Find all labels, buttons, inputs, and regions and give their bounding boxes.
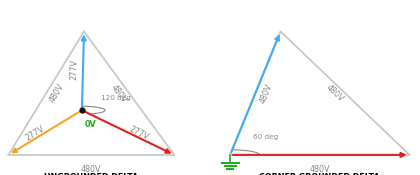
Text: 480V: 480V — [47, 82, 66, 104]
Text: 480V: 480V — [109, 82, 129, 104]
Text: CORNER GROUNDED DELTA: CORNER GROUNDED DELTA — [260, 173, 380, 175]
Text: 480V: 480V — [324, 83, 345, 104]
Text: 480V: 480V — [81, 164, 102, 173]
Text: UNGROUNDED DELTA: UNGROUNDED DELTA — [44, 173, 139, 175]
Text: 480V: 480V — [310, 164, 330, 173]
Text: 277V: 277V — [127, 124, 150, 142]
Text: 0V: 0V — [85, 120, 97, 129]
Text: 60 deg: 60 deg — [253, 134, 278, 140]
Text: 277V: 277V — [24, 124, 46, 142]
Text: 277V: 277V — [69, 59, 79, 80]
Text: 480V: 480V — [258, 82, 274, 104]
Text: 120 deg: 120 deg — [101, 95, 131, 101]
